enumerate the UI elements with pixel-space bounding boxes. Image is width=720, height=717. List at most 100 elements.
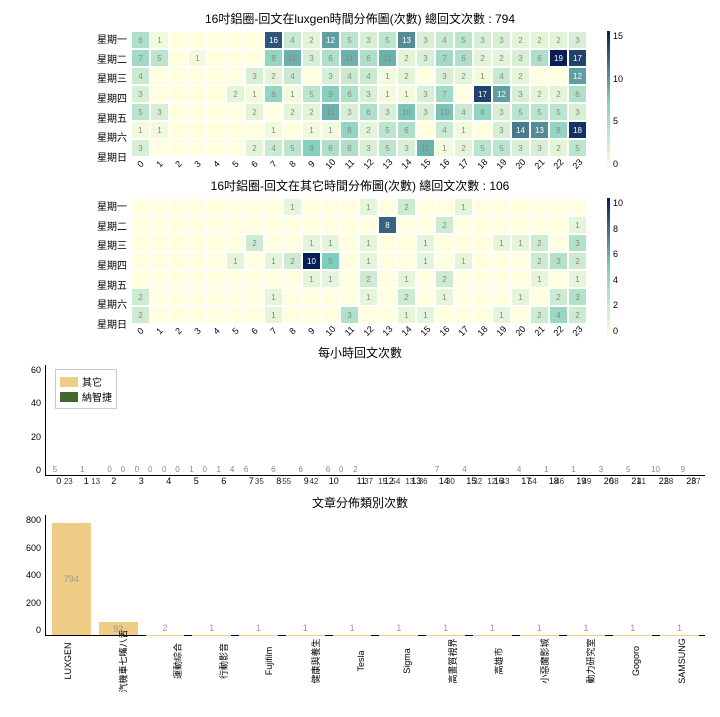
heatmap-ylabel: 星期五 <box>97 278 127 296</box>
x-tick: 4 <box>155 476 183 486</box>
heatmap-cell <box>226 270 245 288</box>
heatmap-cell <box>340 270 359 288</box>
heatmap-cell <box>188 270 207 288</box>
heatmap-cell <box>188 31 207 49</box>
heatmap-cell <box>321 198 340 216</box>
x-tick: 運動綜合 <box>152 638 202 684</box>
heatmap-cell <box>207 252 226 270</box>
heatmap-cell: 1 <box>454 121 473 139</box>
heatmap-cell <box>169 252 188 270</box>
heatmap-cell <box>207 270 226 288</box>
heatmap-cell <box>169 288 188 306</box>
heatmap-ylabel: 星期三 <box>97 71 127 89</box>
heatmap-cell: 1 <box>359 234 378 252</box>
heatmap-cell: 3 <box>378 103 397 121</box>
heatmap-cell <box>264 234 283 252</box>
heatmap-cell: 1 <box>435 139 454 157</box>
heatmap1-colorbar: 151050 <box>607 31 623 169</box>
heatmap-cell: 2 <box>397 49 416 67</box>
heatmap-cell: 12 <box>568 67 587 85</box>
heatmap-cell: 2 <box>454 67 473 85</box>
heatmap-cell: 9 <box>321 85 340 103</box>
heatmap-cell: 1 <box>397 85 416 103</box>
heatmap-cell: 4 <box>549 306 568 324</box>
heatmap-cell: 8 <box>264 85 283 103</box>
y-tick: 800 <box>11 515 41 525</box>
heatmap-cell: 6 <box>340 139 359 157</box>
heatmap-cell: 2 <box>245 234 264 252</box>
heatmap-cell: 12 <box>321 31 340 49</box>
heatmap-cell: 1 <box>397 270 416 288</box>
heatmap-cell <box>169 216 188 234</box>
heatmap-cell <box>169 49 188 67</box>
heatmap-cell: 3 <box>568 31 587 49</box>
heatmap-cell <box>207 216 226 234</box>
heatmap-cell: 5 <box>378 31 397 49</box>
heatmap-cell: 5 <box>283 139 302 157</box>
heatmap-cell <box>283 216 302 234</box>
heatmap-cell <box>207 234 226 252</box>
heatmap-cell: 3 <box>321 67 340 85</box>
heatmap-cell: 1 <box>302 270 321 288</box>
heatmap-cell <box>207 85 226 103</box>
heatmap-cell: 1 <box>416 252 435 270</box>
y-tick: 20 <box>11 432 41 442</box>
heatmap-cell <box>454 216 473 234</box>
heatmap-cell: 6 <box>131 31 150 49</box>
heatmap-cell: 2 <box>226 85 245 103</box>
heatmap-ylabel: 星期六 <box>97 297 127 315</box>
heatmap-cell <box>283 234 302 252</box>
heatmap-cell <box>549 234 568 252</box>
x-tick: 行動影音 <box>198 638 248 684</box>
heatmap-cell: 3 <box>245 67 264 85</box>
heatmap-cell: 13 <box>397 31 416 49</box>
heatmap-cell <box>150 198 169 216</box>
heatmap-cell <box>188 252 207 270</box>
heatmap-cell <box>226 306 245 324</box>
heatmap-cell: 6 <box>359 49 378 67</box>
colorbar-tick: 10 <box>613 74 623 84</box>
heatmap-cell: 4 <box>283 67 302 85</box>
heatmap-cell: 6 <box>454 49 473 67</box>
heatmap-cell: 1 <box>568 216 587 234</box>
x-tick: Sigma <box>382 638 432 684</box>
heatmap-cell <box>473 288 492 306</box>
heatmap-cell: 10 <box>397 103 416 121</box>
heatmap-cell: 3 <box>131 139 150 157</box>
heatmap-cell: 7 <box>131 49 150 67</box>
heatmap-cell: 2 <box>549 139 568 157</box>
heatmap-cell: 1 <box>188 49 207 67</box>
heatmap-cell: 2 <box>397 198 416 216</box>
heatmap-cell: 3 <box>549 252 568 270</box>
x-tick: 10 <box>320 476 348 486</box>
heatmap-cell: 1 <box>283 85 302 103</box>
heatmap-cell <box>131 234 150 252</box>
heatmap-cell: 4 <box>492 67 511 85</box>
heatmap-cell: 1 <box>150 31 169 49</box>
heatmap-cell <box>435 234 454 252</box>
heatmap-cell: 3 <box>150 103 169 121</box>
heatmap-cell <box>454 85 473 103</box>
y-tick: 40 <box>11 398 41 408</box>
heatmap-cell: 3 <box>302 49 321 67</box>
heatmap-cell: 4 <box>131 67 150 85</box>
heatmap-cell: 4 <box>264 139 283 157</box>
heatmap2: 16吋鋁圈-回文在其它時間分佈圖(次數) 總回文次數 : 106 星期一星期二星… <box>10 177 710 336</box>
heatmap-cell <box>435 252 454 270</box>
heatmap-cell: 5 <box>340 31 359 49</box>
heatmap-cell <box>473 270 492 288</box>
heatmap-cell <box>378 198 397 216</box>
colorbar-tick: 0 <box>613 326 623 336</box>
heatmap-cell <box>226 67 245 85</box>
heatmap-cell <box>169 103 188 121</box>
heatmap-cell: 2 <box>454 139 473 157</box>
heatmap-cell <box>492 270 511 288</box>
heatmap-cell: 6 <box>340 85 359 103</box>
heatmap-ylabel: 星期四 <box>97 258 127 276</box>
heatmap-cell <box>188 234 207 252</box>
heatmap-cell <box>435 306 454 324</box>
heatmap-cell: 1 <box>226 252 245 270</box>
heatmap-cell <box>188 103 207 121</box>
heatmap-cell <box>359 216 378 234</box>
y-tick: 0 <box>11 625 41 635</box>
